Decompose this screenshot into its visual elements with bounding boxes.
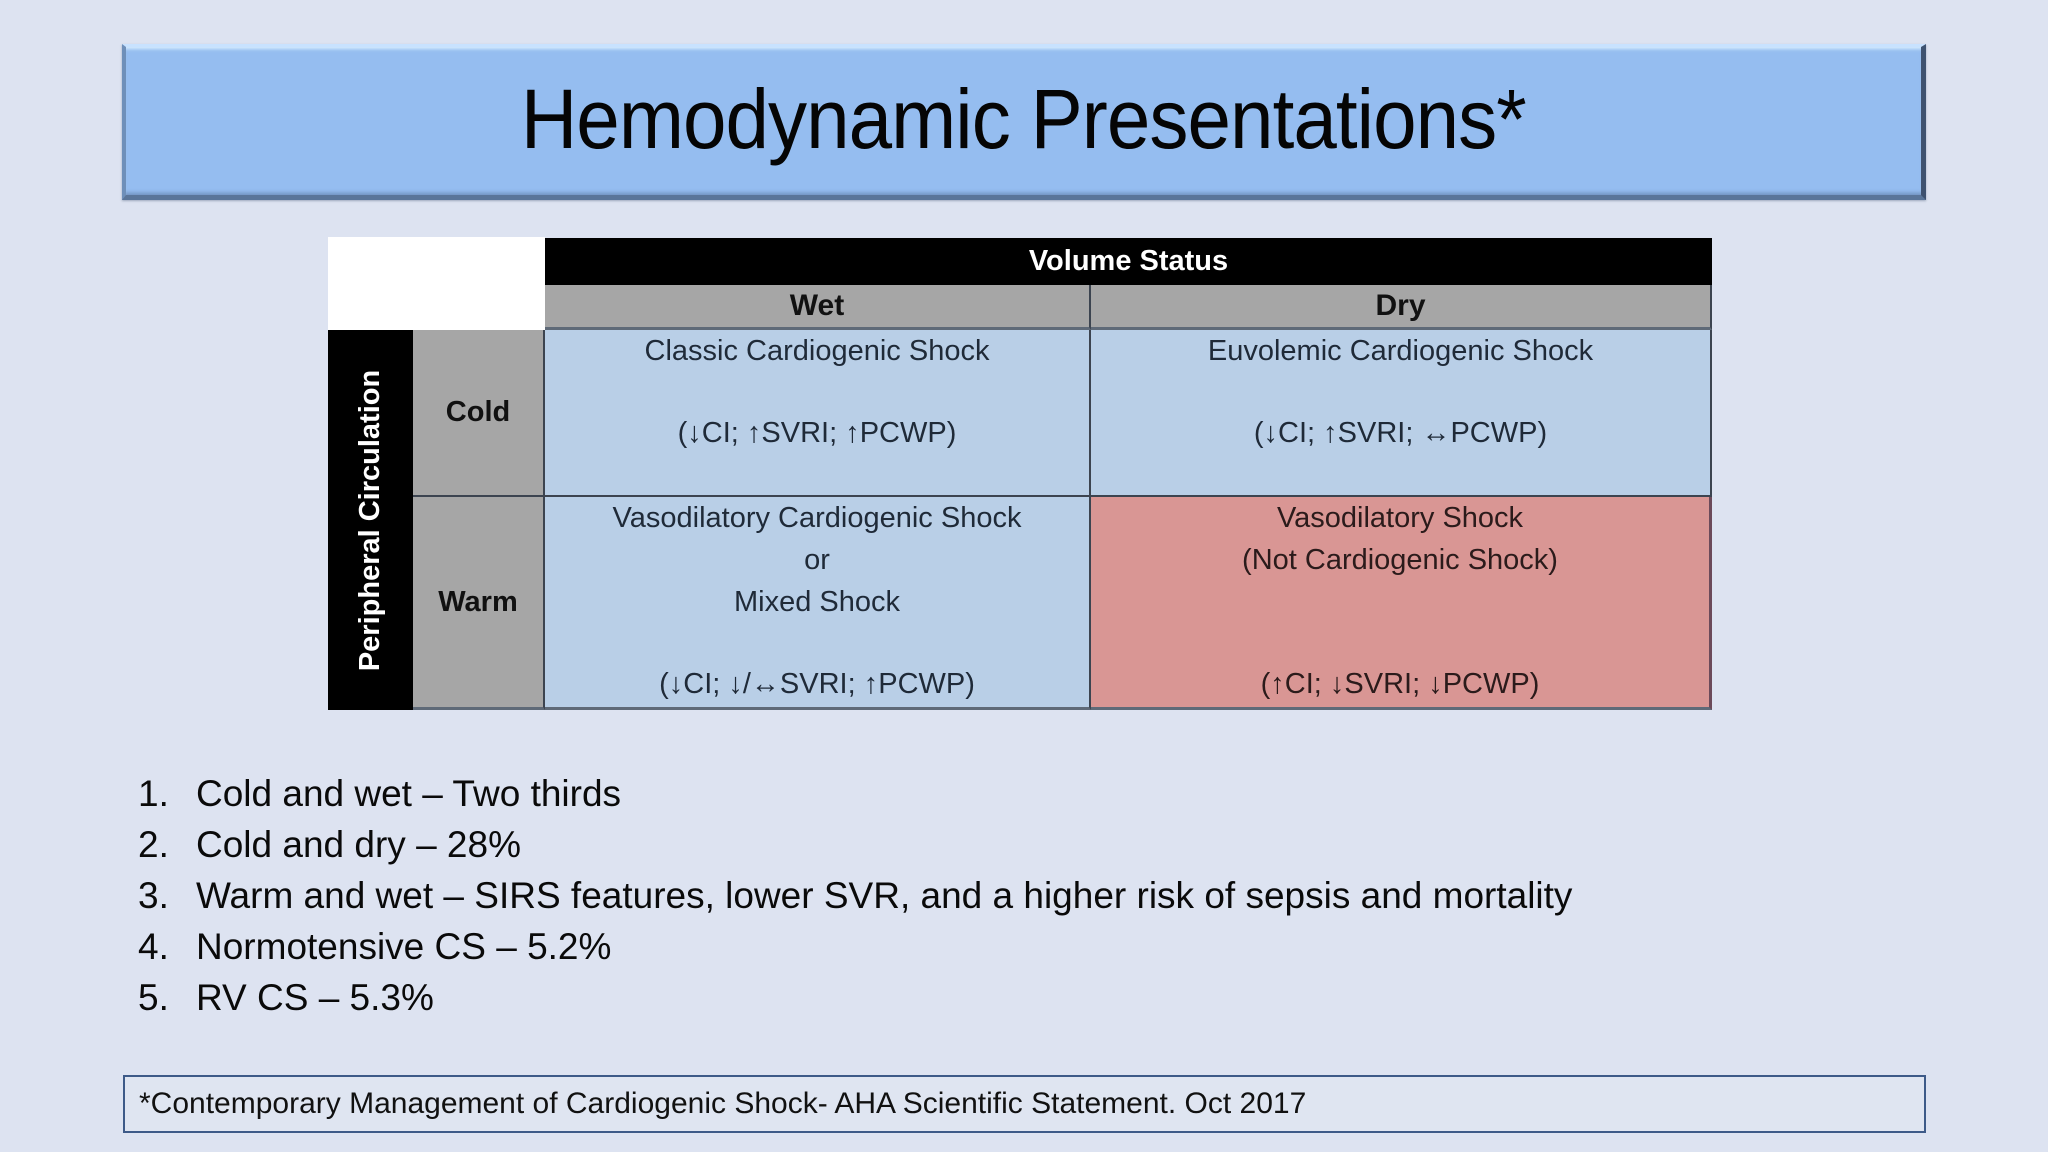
cell-title: Mixed Shock	[733, 586, 900, 618]
cell-title-or: or	[804, 544, 830, 576]
findings-list: 1. Cold and wet – Two thirds 2. Cold and…	[138, 768, 1572, 1023]
cell-cold-wet: Classic Cardiogenic Shock (↓CI; ↑SVRI; ↑…	[545, 330, 1091, 497]
list-number: 1.	[138, 773, 169, 814]
list-text: Cold and dry – 28%	[196, 824, 521, 865]
footnote-text: *Contemporary Management of Cardiogenic …	[139, 1087, 1307, 1120]
citation-footnote: *Contemporary Management of Cardiogenic …	[123, 1075, 1926, 1133]
list-number: 3.	[138, 875, 169, 916]
cell-title: Euvolemic Cardiogenic Shock	[1207, 335, 1594, 367]
list-item: 3. Warm and wet – SIRS features, lower S…	[138, 870, 1572, 921]
row-header-cold: Cold	[413, 330, 545, 497]
table-corner-blank	[328, 237, 545, 330]
column-header-dry: Dry	[1091, 285, 1712, 330]
list-item: 4. Normotensive CS – 5.2%	[138, 921, 1572, 972]
hemodynamic-table: Volume Status Wet Dry Peripheral Circula…	[328, 237, 1712, 710]
cell-cold-dry: Euvolemic Cardiogenic Shock (↓CI; ↑SVRI;…	[1091, 330, 1712, 497]
list-item: 5. RV CS – 5.3%	[138, 972, 1572, 1023]
peripheral-circulation-header: Peripheral Circulation	[328, 330, 413, 710]
cell-title: Vasodilatory Cardiogenic Shock	[612, 502, 1022, 534]
cell-warm-dry: Vasodilatory Shock (Not Cardiogenic Shoc…	[1091, 497, 1712, 710]
cell-title: Classic Cardiogenic Shock	[644, 335, 990, 367]
column-header-wet: Wet	[545, 285, 1091, 330]
list-number: 4.	[138, 926, 169, 967]
list-text: Normotensive CS – 5.2%	[196, 926, 612, 967]
cell-params: (↓CI; ↓/↔SVRI; ↑PCWP)	[659, 668, 975, 700]
cell-params: (↑CI; ↓SVRI; ↓PCWP)	[1260, 668, 1540, 700]
list-item: 2. Cold and dry – 28%	[138, 819, 1572, 870]
slide-title: Hemodynamic Presentations*	[521, 71, 1527, 166]
list-text: RV CS – 5.3%	[196, 977, 434, 1018]
cell-params: (↓CI; ↑SVRI; ↑PCWP)	[677, 417, 957, 449]
peripheral-circulation-label: Peripheral Circulation	[354, 369, 387, 671]
cell-warm-wet: Vasodilatory Cardiogenic Shock or Mixed …	[545, 497, 1091, 710]
list-number: 2.	[138, 824, 169, 865]
cell-params: (↓CI; ↑SVRI; ↔PCWP)	[1253, 417, 1548, 449]
list-text: Cold and wet – Two thirds	[196, 773, 622, 814]
title-bar: Hemodynamic Presentations*	[122, 44, 1926, 200]
row-header-warm: Warm	[413, 497, 545, 710]
list-item: 1. Cold and wet – Two thirds	[138, 768, 1572, 819]
cell-title: Vasodilatory Shock	[1276, 502, 1524, 534]
cell-title: (Not Cardiogenic Shock)	[1242, 544, 1558, 576]
list-text: Warm and wet – SIRS features, lower SVR,…	[196, 875, 1573, 916]
volume-status-header: Volume Status	[545, 238, 1712, 285]
list-number: 5.	[138, 977, 169, 1018]
